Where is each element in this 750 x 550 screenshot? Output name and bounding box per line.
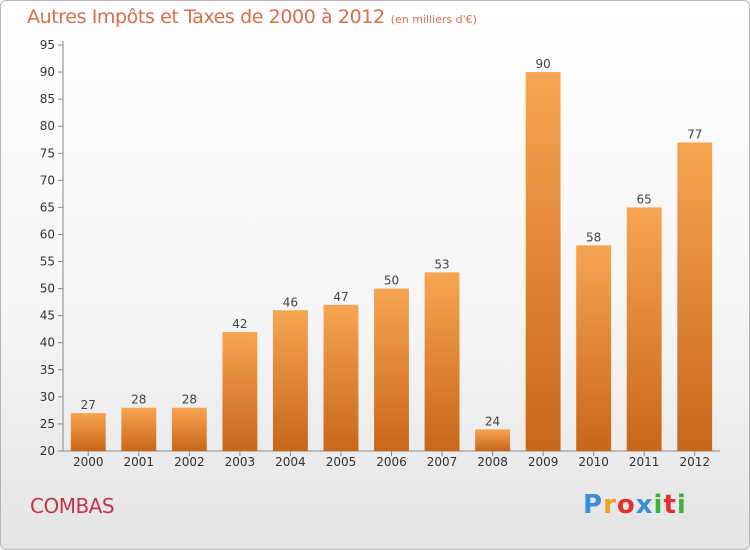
x-tick-label-2000: 2000: [73, 455, 104, 469]
logo-letter: i: [676, 490, 687, 520]
bar-2001: [121, 407, 157, 451]
chart-subtitle: (en milliers d'€): [390, 13, 477, 26]
bar-2008: [475, 429, 511, 451]
value-label-2007: 53: [434, 257, 449, 271]
bar-2000: [70, 413, 106, 451]
bar-2003: [222, 331, 258, 451]
axes: 20 25 30 35 40 45 50 55 60 65 70 75 80 85 90 95 2000 2001…: [40, 38, 720, 469]
y-tick-label: 40: [40, 336, 55, 350]
value-label-2000: 27: [81, 398, 96, 412]
y-tick-label: 70: [40, 173, 55, 187]
bar-2011: [626, 207, 662, 451]
commune-name: COMBAS: [30, 494, 115, 518]
y-tick-label: 25: [40, 417, 55, 431]
bar-2002: [171, 407, 207, 451]
value-label-2010: 58: [586, 230, 601, 244]
bar-2009: [525, 72, 561, 452]
bars-group: 27 28 28 42 46 47 50 53 24 90 58 65 77: [70, 57, 713, 452]
value-label-2001: 28: [131, 393, 146, 407]
value-label-2009: 90: [535, 57, 550, 71]
x-tick-label-2003: 2003: [225, 455, 256, 469]
y-tick-label: 60: [40, 227, 55, 241]
x-tick-label-2004: 2004: [275, 455, 306, 469]
x-tick-label-2007: 2007: [427, 455, 458, 469]
bar-2004: [272, 310, 308, 451]
bar-2005: [323, 304, 359, 451]
y-tick-label: 55: [40, 255, 55, 269]
value-label-2012: 77: [687, 127, 702, 141]
y-tick-label: 65: [40, 200, 55, 214]
bar-2010: [576, 245, 612, 451]
x-tick-label-2010: 2010: [578, 455, 609, 469]
y-tick-label: 35: [40, 363, 55, 377]
logo-letter: x: [635, 490, 654, 520]
value-label-2002: 28: [182, 393, 197, 407]
y-tick-label: 45: [40, 309, 55, 323]
y-tick-label: 50: [40, 282, 55, 296]
y-tick-label: 80: [40, 119, 55, 133]
logo-letter: t: [663, 490, 677, 520]
bar-2012: [677, 142, 713, 451]
logo-letter: r: [603, 490, 617, 520]
y-tick-label: 90: [40, 65, 55, 79]
y-tick-label: 95: [40, 38, 55, 52]
x-tick-label-2008: 2008: [477, 455, 508, 469]
x-tick-label-2005: 2005: [326, 455, 357, 469]
y-tick-label: 75: [40, 146, 55, 160]
value-label-2005: 47: [333, 290, 348, 304]
logo-letter: i: [653, 490, 664, 520]
bar-2006: [374, 288, 409, 451]
value-label-2008: 24: [485, 414, 500, 428]
bar-2007: [424, 272, 460, 451]
value-label-2006: 50: [384, 274, 399, 288]
chart-title: Autres Impôts et Taxes de 2000 à 2012 (en…: [27, 6, 477, 28]
y-tick-label: 30: [40, 390, 55, 404]
chart-title-text: Autres Impôts et Taxes de 2000 à 2012: [27, 6, 385, 28]
y-tick-label: 20: [40, 444, 55, 458]
value-label-2011: 65: [637, 192, 652, 206]
value-label-2003: 42: [232, 317, 247, 331]
logo-letter: o: [616, 490, 636, 520]
x-tick-label-2002: 2002: [174, 455, 205, 469]
x-tick-label-2011: 2011: [629, 455, 660, 469]
x-tick-label-2009: 2009: [528, 455, 559, 469]
x-tick-label-2012: 2012: [679, 455, 710, 469]
x-tick-label-2001: 2001: [124, 455, 155, 469]
proxiti-logo[interactable]: Proxiti: [583, 490, 687, 520]
value-label-2004: 46: [283, 295, 298, 309]
x-tick-label-2006: 2006: [376, 455, 407, 469]
y-tick-label: 85: [40, 92, 55, 106]
logo-letter: P: [583, 490, 604, 520]
